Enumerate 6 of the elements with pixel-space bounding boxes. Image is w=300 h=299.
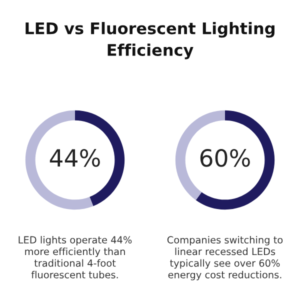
data-label: 44% <box>50 148 100 167</box>
chart-title: LED vs Fluorescent Lighting Efficiency <box>26 22 274 60</box>
donut-slice <box>196 110 275 210</box>
text: LED lights operate 44% more efficiently than traditional 4-foot fluorescent tubes. <box>18 236 132 278</box>
text: Companies switching to linear recessed LEDs typically see over 60% energy cost reductions. <box>167 236 283 280</box>
data-label: 60% <box>200 148 250 167</box>
